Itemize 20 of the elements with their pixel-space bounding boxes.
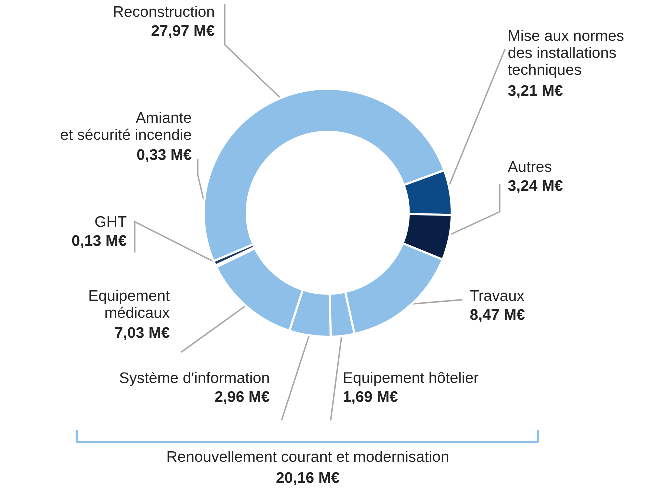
data-label: 0,33 M€: [137, 149, 192, 162]
slice-label: Travaux: [470, 290, 524, 302]
slice-label: Système d'information: [120, 372, 270, 386]
data-label: 2,96 M€: [215, 391, 270, 404]
data-label: 1,69 M€: [344, 391, 398, 404]
slice-label: Reconstruction: [114, 6, 214, 18]
data-label: 0,13 M€: [72, 235, 127, 248]
slice-label: Equipement hôtelier: [344, 372, 479, 386]
data-label: 7,03 M€: [115, 327, 170, 340]
data-label: 3,21 M€: [508, 85, 563, 98]
text: 20,16 M€: [276, 472, 340, 486]
slice-label: GHT: [96, 216, 127, 228]
data-label: 27,97 M€: [152, 25, 215, 38]
text: Renouvellement courant et modernisation: [168, 451, 448, 462]
data-label: 8,47 M€: [470, 309, 525, 322]
slice-label: Equipement médicaux: [90, 290, 170, 318]
data-label: 3,24 M€: [508, 180, 563, 194]
slice-label: Autres: [508, 162, 552, 172]
slice-label: Mise aux normes des installations techniques: [508, 30, 624, 78]
slice-label: Amiante et sécurité incendie: [61, 112, 192, 140]
